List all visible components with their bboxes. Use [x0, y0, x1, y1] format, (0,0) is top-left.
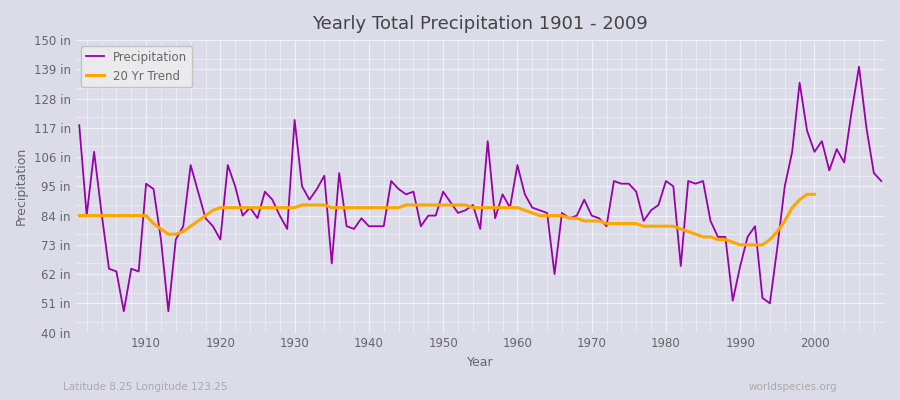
Precipitation [119, 309, 130, 314]
Precipitation [608, 179, 619, 184]
20 Yr Trend [802, 192, 813, 197]
20 Yr Trend [512, 205, 523, 210]
20 Yr Trend [734, 242, 745, 247]
Precipitation [519, 192, 530, 197]
Y-axis label: Precipitation: Precipitation [15, 147, 28, 226]
Legend: Precipitation, 20 Yr Trend: Precipitation, 20 Yr Trend [81, 46, 193, 87]
Title: Yearly Total Precipitation 1901 - 2009: Yearly Total Precipitation 1901 - 2009 [312, 15, 648, 33]
20 Yr Trend [809, 192, 820, 197]
20 Yr Trend [453, 202, 464, 207]
Text: worldspecies.org: worldspecies.org [749, 382, 837, 392]
Precipitation [876, 179, 886, 184]
20 Yr Trend [779, 218, 790, 223]
Text: Latitude 8.25 Longitude 123.25: Latitude 8.25 Longitude 123.25 [63, 382, 228, 392]
Precipitation [512, 163, 523, 168]
20 Yr Trend [757, 242, 768, 247]
20 Yr Trend [245, 205, 256, 210]
Precipitation [140, 181, 151, 186]
Precipitation [304, 197, 315, 202]
Line: 20 Yr Trend: 20 Yr Trend [79, 194, 814, 245]
20 Yr Trend [215, 205, 226, 210]
Precipitation [348, 226, 359, 231]
Line: Precipitation: Precipitation [79, 67, 881, 311]
X-axis label: Year: Year [467, 356, 493, 369]
Precipitation [853, 64, 864, 69]
Precipitation [74, 123, 85, 128]
20 Yr Trend [74, 213, 85, 218]
